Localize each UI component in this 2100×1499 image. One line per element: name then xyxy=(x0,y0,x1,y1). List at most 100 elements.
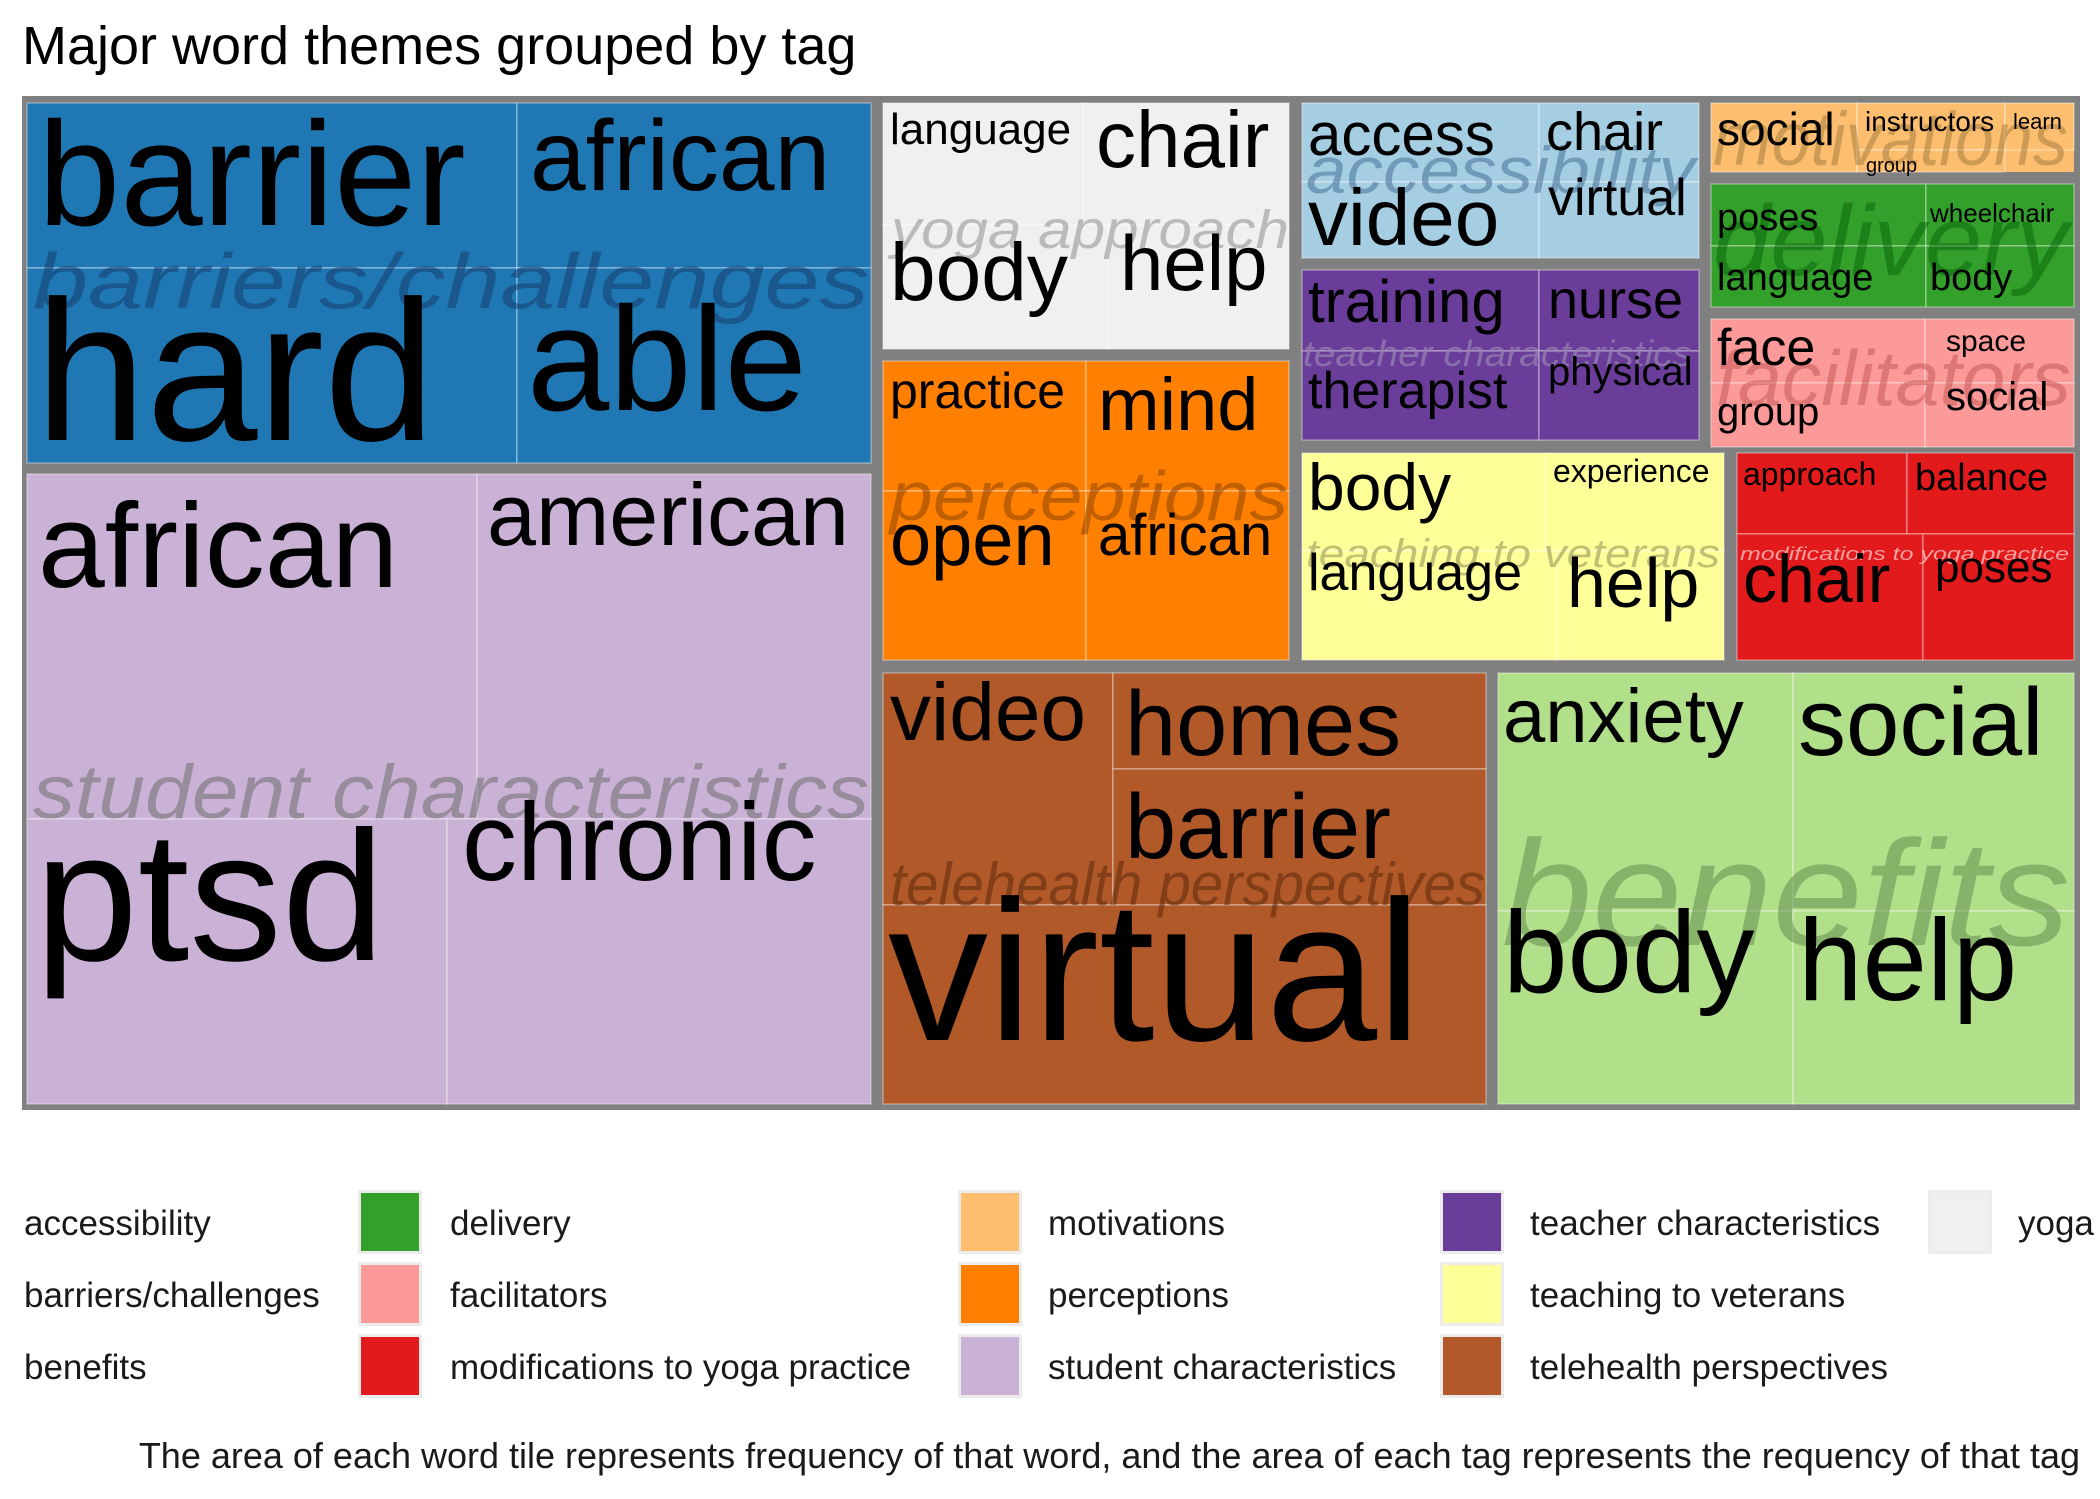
word-tile xyxy=(1792,910,2075,1105)
word-tile xyxy=(1924,318,2075,384)
word-label: body xyxy=(1308,450,1451,524)
legend-label: perceptions xyxy=(1048,1276,1229,1315)
word-label: barrier xyxy=(38,92,466,257)
word-label: approach xyxy=(1743,456,1876,492)
word-label: african xyxy=(1098,503,1272,568)
legend-item-motivations: motivations xyxy=(0,1190,2100,1258)
word-label: help xyxy=(1120,219,1267,307)
legend-label: yoga xyxy=(2018,1204,2094,1243)
word-tile xyxy=(26,267,518,464)
legend-swatch xyxy=(358,1262,422,1326)
word-tile xyxy=(1736,533,1924,661)
word-label: help xyxy=(1567,544,1699,622)
word-tile xyxy=(1082,102,1290,226)
word-tile xyxy=(26,818,448,1105)
word-tile xyxy=(1710,382,1926,448)
tag-label: facilitators xyxy=(1716,334,2071,422)
legend-item-benefits: benefits xyxy=(0,1334,2100,1402)
word-label: hard xyxy=(35,260,435,483)
word-label: learn xyxy=(2013,109,2062,134)
legend-label: delivery xyxy=(450,1204,571,1243)
legend-label: student characteristics xyxy=(1048,1348,1397,1387)
legend: accessibility barriers/challenges benefits… xyxy=(0,1180,2100,1400)
word-tile xyxy=(1301,269,1540,352)
word-tile xyxy=(882,360,1087,492)
word-label: social xyxy=(1798,669,2043,776)
legend-item-teacher-characteristics: teacher characteristics xyxy=(0,1190,2100,1258)
word-tile xyxy=(1922,533,2075,661)
legend-item-telehealth-perspectives: telehealth perspectives xyxy=(0,1334,2100,1402)
word-tile xyxy=(1301,350,1540,441)
legend-label: benefits xyxy=(24,1348,147,1387)
word-label: virtual xyxy=(888,860,1422,1083)
word-label: mind xyxy=(1098,363,1258,446)
word-label: african xyxy=(530,100,830,212)
word-tile xyxy=(1497,672,1794,912)
word-tile xyxy=(26,473,478,820)
word-tile xyxy=(1710,318,1926,384)
word-tile xyxy=(1710,102,1858,173)
word-tile xyxy=(2004,102,2075,151)
word-label: physical xyxy=(1548,350,1693,394)
legend-item-teaching-to-veterans: teaching to veterans xyxy=(0,1262,2100,1330)
tag-label: motivations xyxy=(1713,97,2068,182)
word-tile xyxy=(1545,452,1725,552)
word-label: language xyxy=(890,105,1071,154)
word-label: training xyxy=(1308,268,1505,335)
legend-swatch xyxy=(958,1334,1022,1398)
legend-item-yoga: yoga xyxy=(0,1190,2100,1258)
word-label: chair xyxy=(1096,95,1269,184)
word-label: group xyxy=(1866,155,1917,177)
word-label: access xyxy=(1308,101,1495,168)
word-tile xyxy=(476,473,872,820)
tag-group-benefits: benefits anxiety social body help xyxy=(1497,669,2075,1105)
tag-group-student-characteristics: student characteristics african american pt… xyxy=(26,465,872,1105)
tag-group-yoga-approach: yoga approach language chair body help xyxy=(882,95,1290,350)
legend-item-modifications-to-yoga-practice: modifications to yoga practice xyxy=(0,1334,2100,1402)
word-tile xyxy=(1538,350,1700,441)
word-tile xyxy=(1085,490,1290,661)
word-label: therapist xyxy=(1308,362,1508,420)
tag-label: accessibility xyxy=(1306,133,1699,207)
tag-label: perceptions xyxy=(888,457,1288,535)
legend-swatch xyxy=(1440,1190,1504,1254)
word-tile xyxy=(1538,269,1700,352)
word-tile xyxy=(1710,183,1927,247)
word-tile xyxy=(1301,102,1540,183)
legend-label: barriers/challenges xyxy=(24,1276,320,1315)
tag-label: delivery xyxy=(1713,185,2074,297)
legend-label: modifications to yoga practice xyxy=(450,1348,912,1387)
tag-label: barriers/challenges xyxy=(33,237,869,325)
word-label: chronic xyxy=(462,781,817,904)
tag-group-perceptions: perceptions practice mind open african xyxy=(882,360,1290,661)
word-label: space xyxy=(1946,325,2026,358)
legend-swatch xyxy=(358,1334,422,1398)
word-tile xyxy=(1497,910,1794,1105)
word-label: african xyxy=(38,479,398,613)
tag-label: student characteristics xyxy=(33,750,869,835)
tag-group-teaching-to-veterans: teaching to veterans body experience langua… xyxy=(1301,450,1725,661)
word-label: language xyxy=(1717,257,1873,299)
tag-label: teaching to veterans xyxy=(1306,532,1720,576)
word-label: practice xyxy=(890,363,1065,419)
word-label: video xyxy=(1308,173,1499,262)
word-label: language xyxy=(1308,544,1522,602)
word-label: poses xyxy=(1717,197,1818,239)
legend-item-perceptions: perceptions xyxy=(0,1262,2100,1330)
legend-label: teacher characteristics xyxy=(1530,1204,1881,1243)
word-tile xyxy=(1112,672,1487,770)
word-label: chair xyxy=(1743,541,1890,617)
chart-caption: The area of each word tile represents fr… xyxy=(138,1435,2080,1476)
tag-label: benefits xyxy=(1502,809,2070,977)
word-label: social xyxy=(1946,375,2048,419)
word-tile xyxy=(882,672,1114,906)
legend-swatch xyxy=(1928,1190,1992,1254)
word-tile xyxy=(882,224,1109,350)
word-label: anxiety xyxy=(1503,674,1744,759)
word-label: barrier xyxy=(1125,776,1391,878)
